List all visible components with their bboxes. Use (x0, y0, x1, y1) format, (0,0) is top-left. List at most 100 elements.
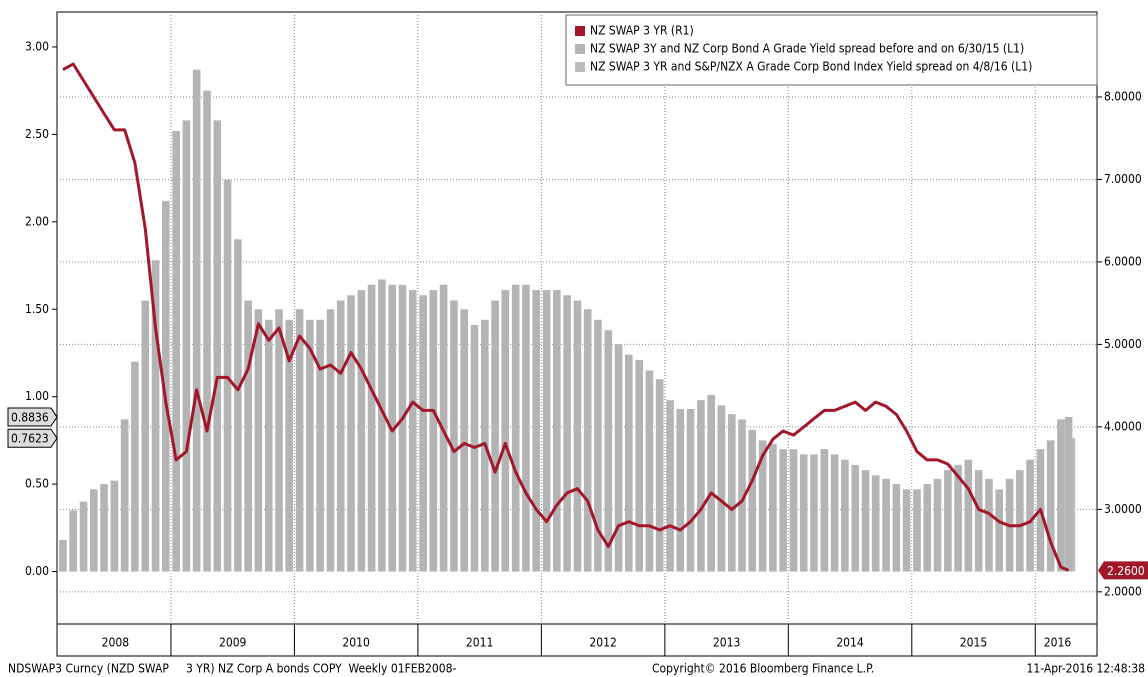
bar (923, 484, 932, 572)
y2-tick-label: 5.0000 (1104, 337, 1142, 351)
bar (306, 319, 314, 572)
bar (182, 120, 191, 572)
y-tick-label: 3.00 (25, 39, 49, 53)
bar (295, 309, 304, 572)
bar (450, 300, 458, 572)
bar (532, 290, 540, 572)
bar (1064, 417, 1073, 572)
bar (79, 501, 88, 572)
bar (892, 484, 901, 572)
bar (964, 459, 973, 572)
y-tick-label: 1.00 (25, 389, 49, 403)
end-value-tag (7, 407, 58, 427)
legend-swatch (575, 44, 585, 54)
y2-tick-label: 4.0000 (1104, 419, 1142, 433)
x-tick-label: 2009 (219, 636, 247, 650)
bar (357, 290, 366, 572)
bar (738, 419, 746, 572)
bar (192, 69, 201, 572)
bar (367, 284, 376, 572)
y-tick-label: 0.50 (25, 477, 49, 491)
bar (275, 309, 283, 572)
x-tick-label: 2013 (713, 636, 740, 650)
bar (172, 130, 180, 572)
bar (851, 464, 860, 572)
bar (974, 470, 983, 572)
end-value-label: 2.2600 (1107, 564, 1145, 578)
bar (408, 290, 417, 572)
legend-label: NZ SWAP 3 YR and S&P/NZX A Grade Corp Bo… (590, 60, 1032, 74)
bar (954, 464, 962, 572)
legend-swatch (575, 62, 585, 72)
bar (779, 449, 787, 572)
bar (285, 319, 294, 572)
bar (213, 120, 222, 572)
x-tick-label: 2008 (102, 636, 130, 650)
bar (614, 344, 623, 572)
bar (769, 443, 777, 572)
x-tick-label: 2014 (836, 636, 864, 650)
x-tick-label: 2011 (466, 636, 493, 650)
bar (594, 319, 602, 572)
footer-source: NDSWAP3 Curncy (NZD SWAP 3 YR) NZ Corp A… (8, 662, 456, 676)
bar (810, 454, 818, 572)
bar (635, 359, 643, 572)
x-tick-label: 2015 (960, 636, 987, 650)
bar (676, 408, 685, 572)
bar (131, 361, 139, 572)
bar (100, 484, 108, 572)
x-tick-label: 2010 (342, 636, 370, 650)
bar (326, 309, 335, 572)
line (62, 62, 1070, 572)
y2-tick-label: 2.0000 (1104, 584, 1142, 598)
bar (89, 489, 98, 572)
legend-label: NZ SWAP 3Y and NZ Corp Bond A Grade Yiel… (590, 42, 1024, 56)
bar (203, 90, 211, 572)
bar (758, 440, 767, 572)
y-tick-label: 0.00 (25, 564, 49, 578)
bar (141, 300, 150, 572)
bar (799, 454, 808, 572)
bar (604, 330, 613, 572)
bar (69, 510, 77, 572)
bar (419, 295, 427, 572)
bar (151, 260, 160, 572)
y2-tick-label: 8.0000 (1104, 89, 1142, 103)
bar (717, 405, 726, 572)
bar (120, 419, 129, 572)
bar (902, 489, 911, 572)
y2-tick-label: 7.0000 (1104, 172, 1142, 186)
bar (336, 300, 345, 572)
bar (820, 449, 829, 572)
y-tick-label: 2.00 (25, 214, 49, 228)
bar (830, 454, 839, 572)
bar (707, 394, 715, 572)
footer-timestamp: 11-Apr-2016 12:48:38 (1026, 662, 1145, 676)
bar (59, 540, 67, 572)
bar (491, 300, 499, 572)
bar (1057, 419, 1065, 572)
bar (871, 475, 880, 572)
bar (398, 284, 407, 572)
bar (223, 179, 232, 572)
bar (501, 290, 510, 572)
x-axis-strip (56, 623, 1098, 657)
bar (244, 300, 252, 572)
bar (861, 470, 870, 572)
bar (378, 279, 386, 572)
footer-copyright: Copyright© 2016 Bloomberg Finance L.P. (652, 662, 874, 676)
bar (882, 478, 890, 572)
legend-label: NZ SWAP 3 YR (R1) (590, 24, 694, 38)
bar (583, 309, 592, 572)
legend-swatch (575, 26, 585, 36)
bar (542, 290, 551, 572)
bar (553, 290, 561, 572)
bar (666, 400, 674, 572)
bar (573, 300, 582, 572)
y2-tick-label: 3.0000 (1104, 502, 1142, 516)
bar (624, 354, 633, 572)
bar (789, 449, 798, 572)
bar (697, 400, 705, 572)
bar (1016, 470, 1024, 572)
